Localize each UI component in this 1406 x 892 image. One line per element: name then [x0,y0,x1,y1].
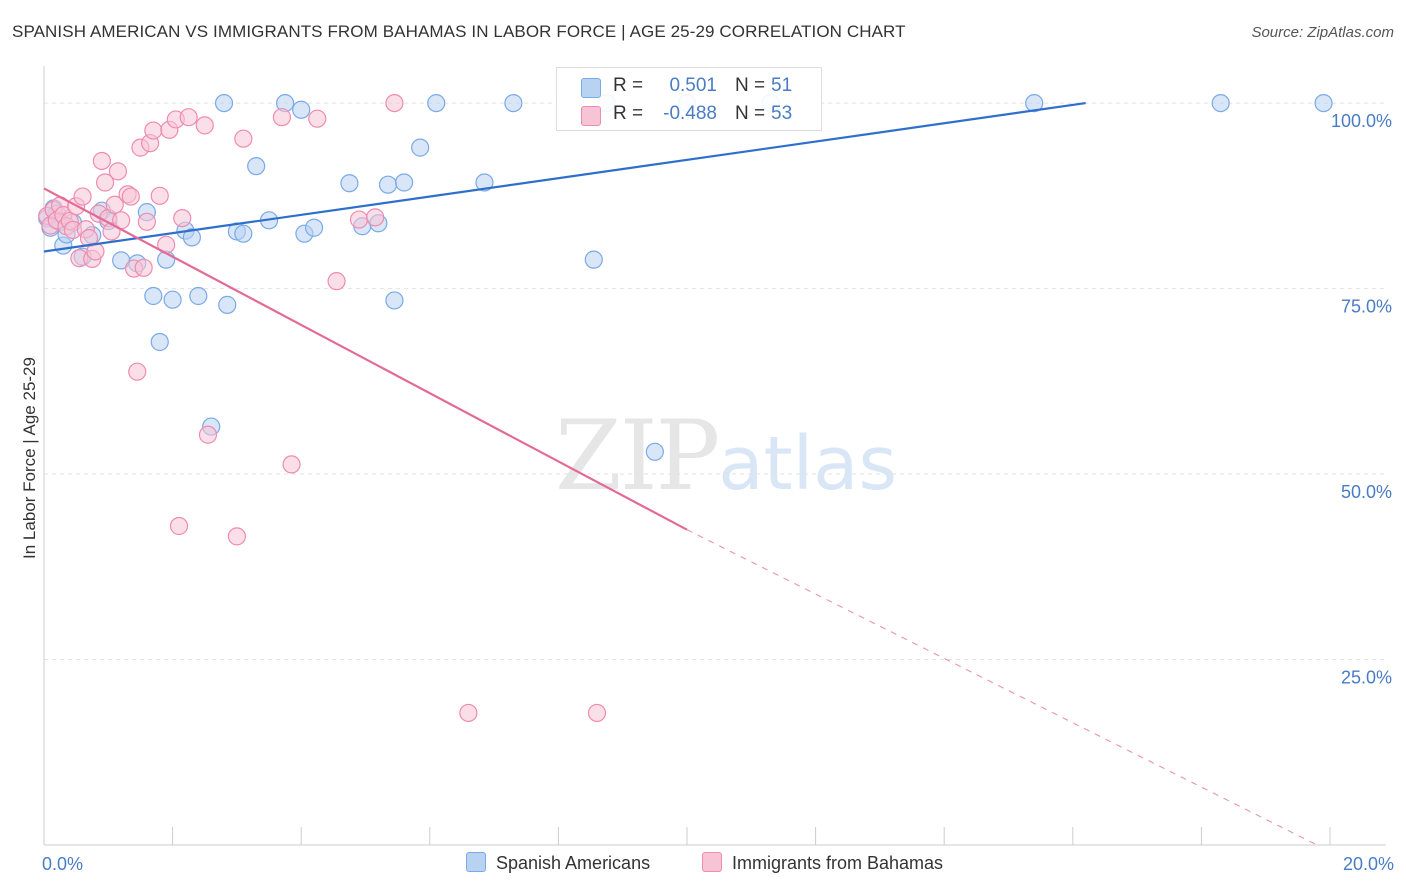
point-s0-26 [234,224,253,243]
stats-legend: R = 0.501 N = 51 R = -0.488 N = 53 [556,67,822,131]
point-s1-17 [92,151,111,171]
watermark-accent: atlas [718,421,898,507]
point-s0-20 [182,228,201,247]
point-s1-22 [108,162,128,181]
x-tick-label-min: 0.0% [42,854,83,874]
point-s1-42 [227,527,246,546]
point-s1-38 [173,208,192,228]
chart-title: SPANISH AMERICAN VS IMMIGRANTS FROM BAHA… [12,22,906,41]
legend-item-immigrants-bahamas: Immigrants from Bahamas [702,852,943,874]
trend-line-immigrants-bahamas [43,187,688,531]
trend-line-immigrants-bahamas-extension [686,529,1318,846]
legend-item-spanish-americans: Spanish Americans [466,852,650,874]
point-s1-39 [179,108,198,127]
point-s0-45 [645,442,664,461]
point-s0-37 [385,291,404,310]
legend-label-spanish-americans: Spanish Americans [496,853,651,873]
r-value: 0.501 [669,75,717,96]
y-tick-label-2: 50.0% [1341,482,1392,502]
point-s1-21 [105,195,124,214]
point-s1-46 [308,109,327,128]
legend-swatch-immigrants-bahamas [702,852,722,872]
point-s1-44 [272,108,292,127]
legend-label-immigrants-bahamas: Immigrants from Bahamas [732,853,944,873]
point-s1-32 [144,121,163,140]
n-label: N = [735,103,766,124]
chart-source: Source: ZipAtlas.com [1251,24,1394,41]
point-s0-18 [163,290,182,309]
point-s0-41 [475,173,494,192]
watermark: ZIPatlas [555,400,897,512]
y-tick-label-3: 25.0% [1341,668,1392,688]
point-s1-48 [349,210,369,229]
point-s0-32 [304,218,324,237]
point-s0-27 [247,157,266,176]
point-s0-48 [1025,93,1044,113]
point-s0-49 [1211,93,1230,113]
point-s0-38 [394,173,414,192]
point-s0-43 [584,250,603,269]
point-s0-40 [427,93,446,113]
point-s0-42 [504,93,523,113]
point-s1-52 [587,703,607,723]
point-s1-11 [73,187,92,206]
legend-swatch-spanish-americans [466,852,486,872]
point-s1-33 [150,186,169,205]
point-s0-16 [150,332,169,352]
point-s1-18 [95,173,115,192]
stats-swatch-spanish-americans [581,78,601,98]
n-label: N = [735,75,766,96]
point-s0-30 [292,100,311,119]
point-s1-15 [86,242,105,261]
r-value: -0.488 [663,103,717,124]
point-s0-36 [378,175,398,194]
point-s1-25 [121,187,140,206]
point-s0-33 [340,174,359,193]
point-s1-43 [234,129,253,148]
point-s1-49 [366,208,385,227]
watermark-main: ZIP [555,400,720,512]
stats-swatch-immigrants-bahamas [581,106,601,126]
r-label: R = [613,103,644,124]
trend-line-spanish-americans [43,102,1086,253]
point-s1-29 [134,258,153,277]
point-s1-47 [327,272,346,291]
n-value: 51 [771,75,793,96]
point-s0-24 [218,295,237,314]
stats-row-immigrants-bahamas: R = -0.488 N = 53 [557,100,821,128]
point-s0-15 [144,286,163,306]
point-s0-39 [411,138,430,157]
point-s1-30 [137,212,156,231]
x-tick-label-max: 20.0% [1343,854,1394,874]
point-s1-50 [385,93,404,113]
y-tick-label-1: 75.0% [1341,297,1392,317]
n-value: 53 [771,103,793,124]
point-s1-45 [282,455,301,474]
point-s1-51 [459,703,478,723]
point-s1-27 [128,362,147,381]
y-tick-label-0: 100.0% [1331,111,1392,131]
point-s0-21 [189,286,208,306]
stats-row-spanish-americans: R = 0.501 N = 51 [557,72,821,100]
point-s1-37 [169,516,189,536]
point-s0-23 [214,93,234,113]
r-label: R = [613,75,644,96]
point-s1-41 [198,425,218,444]
point-s1-40 [195,116,214,135]
point-s0-50 [1314,93,1333,113]
